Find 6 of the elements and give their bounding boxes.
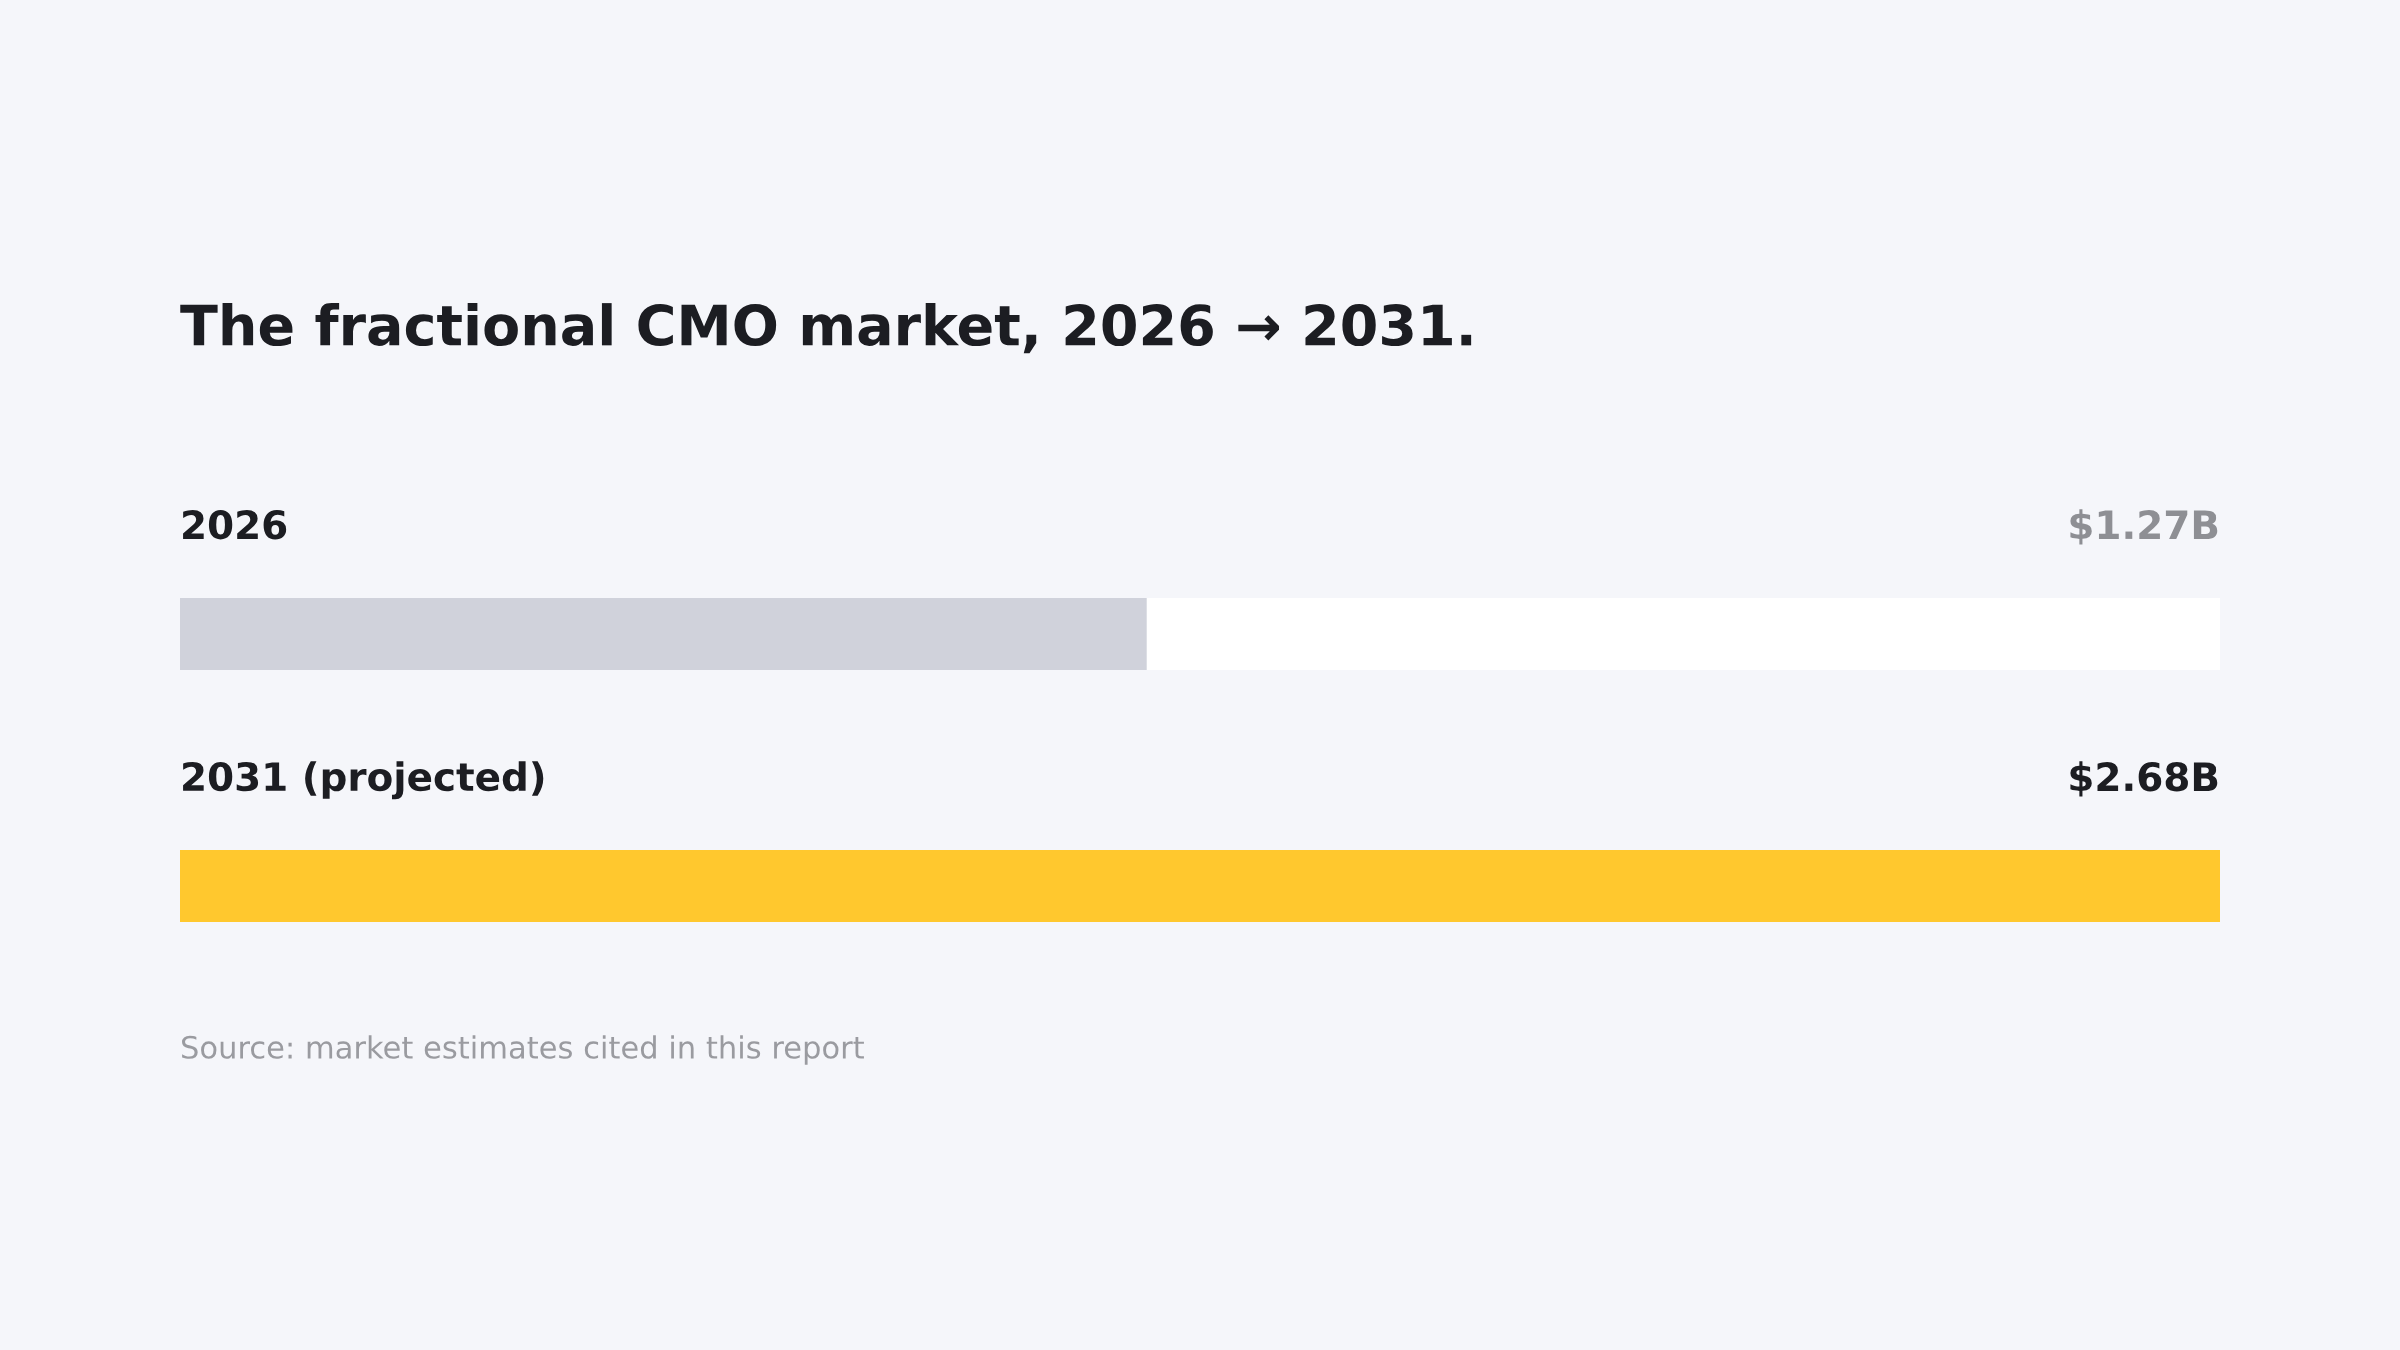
source-note: Source: market estimates cited in this report <box>182 1035 864 1065</box>
chart-title: The fractional CMO market, 2026 → 2031. <box>180 303 1472 354</box>
data-label: $1.27B <box>2070 509 2218 545</box>
data-label: $2.68B <box>2070 761 2218 797</box>
y-tick-label: 2031 (projected) <box>183 761 544 800</box>
y-tick-label: 2026 <box>183 510 287 540</box>
